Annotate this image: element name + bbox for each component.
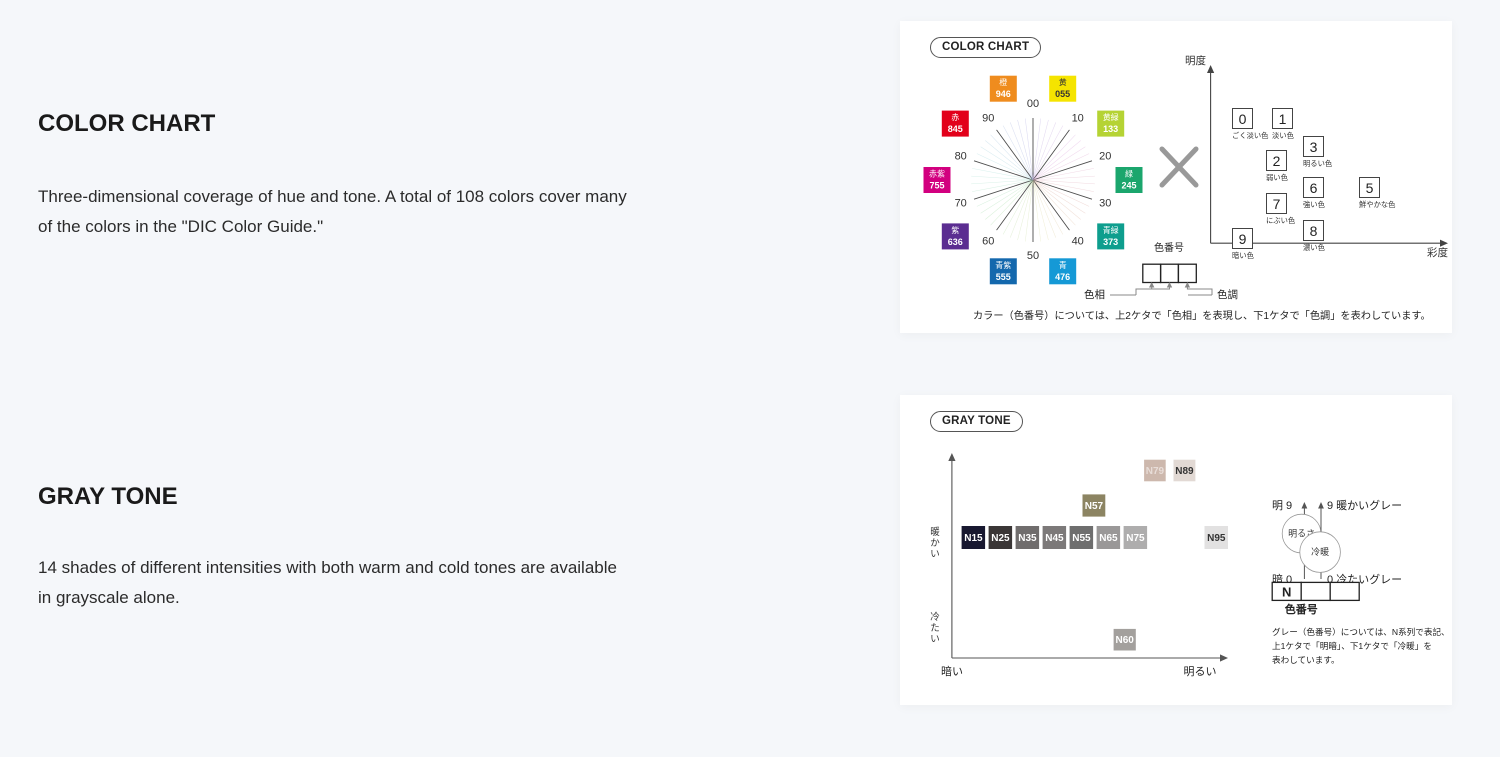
- svg-text:N60: N60: [1116, 635, 1135, 646]
- svg-text:冷暖: 冷暖: [1311, 546, 1329, 557]
- svg-text:た: た: [930, 623, 940, 634]
- svg-text:上1ケタで「明暗」、下1ケタで「冷暖」を: 上1ケタで「明暗」、下1ケタで「冷暖」を: [1272, 640, 1432, 651]
- svg-text:N65: N65: [1099, 533, 1118, 544]
- svg-text:か: か: [930, 538, 940, 549]
- svg-text:N35: N35: [1018, 533, 1037, 544]
- svg-text:色調: 色調: [1217, 288, 1238, 301]
- svg-text:色番号: 色番号: [1154, 241, 1184, 254]
- svg-text:グレー（色番号）については、N系列で表記、: グレー（色番号）については、N系列で表記、: [1272, 626, 1450, 637]
- svg-text:カラー（色番号）については、上2ケタで「色相」を表現し、下1: カラー（色番号）については、上2ケタで「色相」を表現し、下1ケタで「色調」を表わ…: [973, 309, 1431, 322]
- svg-text:N89: N89: [1175, 466, 1194, 477]
- svg-text:N55: N55: [1072, 533, 1091, 544]
- svg-text:N57: N57: [1085, 501, 1104, 512]
- svg-text:N75: N75: [1126, 533, 1145, 544]
- svg-text:暗い: 暗い: [941, 664, 963, 678]
- svg-text:N45: N45: [1045, 533, 1064, 544]
- svg-text:い: い: [930, 549, 940, 560]
- svg-text:N95: N95: [1207, 533, 1226, 544]
- svg-text:色相: 色相: [1084, 288, 1105, 301]
- svg-text:9 暖かいグレー: 9 暖かいグレー: [1327, 498, 1402, 512]
- svg-text:表わしています。: 表わしています。: [1272, 654, 1340, 665]
- svg-text:N15: N15: [964, 533, 983, 544]
- svg-text:明るい: 明るい: [1184, 665, 1217, 678]
- svg-text:い: い: [930, 634, 940, 645]
- svg-text:暖: 暖: [930, 526, 940, 538]
- svg-text:N: N: [1282, 585, 1291, 600]
- svg-text:N25: N25: [991, 533, 1010, 544]
- svg-text:冷: 冷: [930, 611, 940, 623]
- svg-text:N79: N79: [1146, 466, 1165, 477]
- svg-text:明 9: 明 9: [1272, 499, 1292, 512]
- svg-text:色番号: 色番号: [1285, 602, 1318, 616]
